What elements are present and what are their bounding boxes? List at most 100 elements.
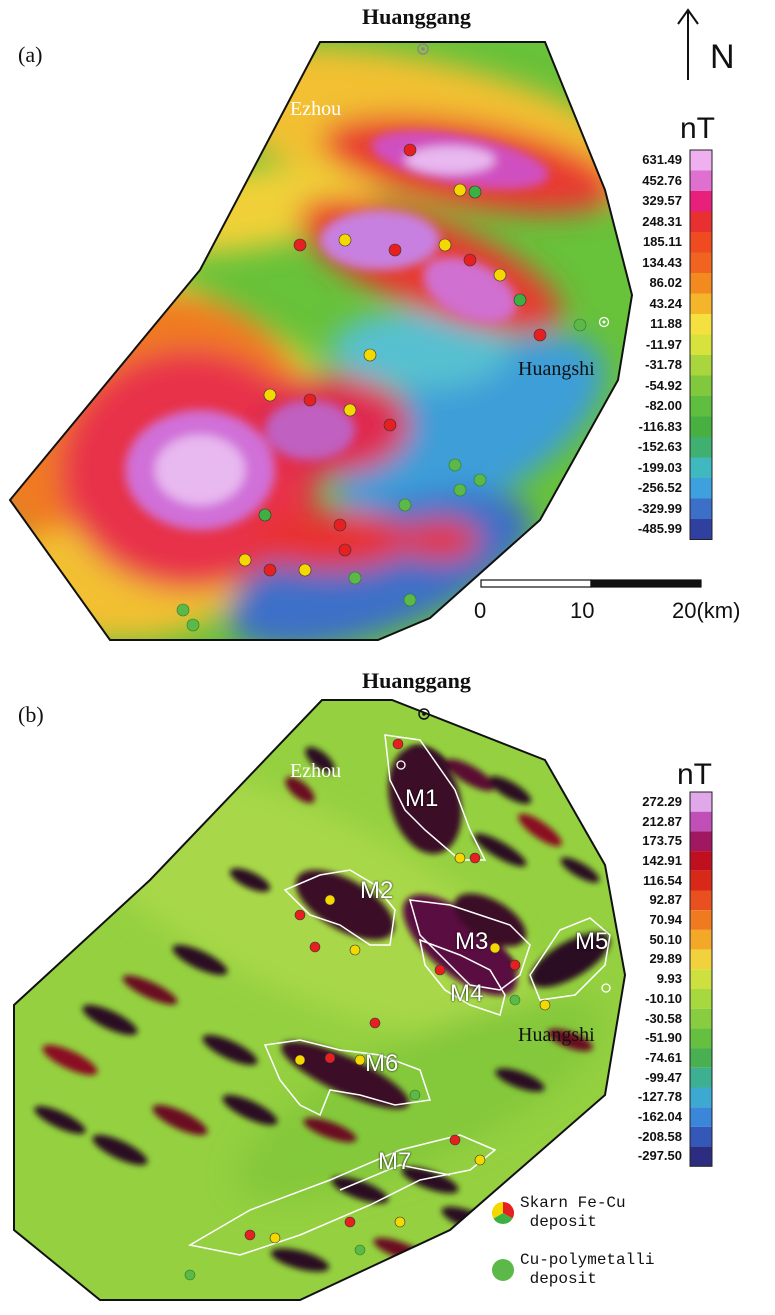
- colorbar-cell: [690, 519, 712, 540]
- zone-label-m5: M5: [575, 928, 609, 955]
- colorbar-cell: [690, 870, 712, 891]
- colorbar-cell: [690, 416, 712, 437]
- colorbar-cell: [690, 1087, 712, 1108]
- north-label: N: [710, 38, 735, 76]
- colorbar-cell: [690, 478, 712, 499]
- colorbar-tick-label: 29.89: [649, 951, 682, 967]
- colorbar-tick-label: 142.91: [642, 852, 682, 868]
- colorbar-cell: [690, 1048, 712, 1068]
- panel-a-colorbar: [689, 149, 713, 540]
- colorbar-tick-label: -116.83: [638, 418, 682, 434]
- colorbar-cell: [690, 191, 712, 212]
- colorbar-tick-label: 452.76: [642, 172, 682, 188]
- colorbar-tick-label: 70.94: [649, 912, 682, 928]
- colorbar-cell: [690, 989, 712, 1009]
- legend-item-skarn-fe-cu: Skarn Fe-Cu deposit: [520, 1194, 626, 1231]
- city-label-ezhou-b: Ezhou: [290, 760, 342, 782]
- colorbar-tick-label: -54.92: [645, 377, 682, 393]
- colorbar-tick-label: -199.03: [637, 459, 682, 475]
- colorbar-tick-label: 329.57: [642, 193, 682, 209]
- skarn-fe-cu-deposit-icon: [491, 1202, 515, 1225]
- city-label-huanggang-a: Huanggang: [362, 4, 471, 29]
- colorbar-tick-label: -51.90: [645, 1030, 682, 1046]
- colorbar-tick-label: -30.58: [645, 1010, 682, 1026]
- panel-a-boundary: [8, 41, 634, 641]
- colorbar-tick-label: -485.99: [637, 521, 682, 537]
- colorbar-tick-label: -99.47: [645, 1069, 682, 1085]
- colorbar-tick-label: -10.10: [645, 990, 682, 1006]
- colorbar-cell: [690, 396, 712, 417]
- colorbar-cell: [690, 929, 712, 950]
- colorbar-tick-label: -297.50: [637, 1148, 682, 1164]
- colorbar-tick-label: 92.87: [649, 892, 682, 908]
- colorbar-cell: [690, 232, 712, 253]
- colorbar-cell: [690, 355, 712, 376]
- city-label-huanggang-b: Huanggang: [362, 668, 471, 693]
- colorbar-tick-label: 86.02: [649, 275, 682, 291]
- skarn-deposit-cluster: [238, 143, 547, 577]
- colorbar-tick-label: 134.43: [642, 254, 682, 270]
- city-symbol-icon: [598, 316, 610, 328]
- colorbar-cell: [690, 851, 712, 871]
- colorbar-tick-label: -74.61: [645, 1049, 682, 1065]
- colorbar-tick-label: -11.97: [645, 336, 682, 352]
- cu-polymetallic-deposit-cluster: [176, 318, 587, 632]
- colorbar-cell: [690, 811, 712, 832]
- colorbar-tick-label: -162.04: [637, 1109, 682, 1125]
- colorbar-cell: [690, 1008, 712, 1029]
- zone-label-m7: M7: [378, 1148, 412, 1175]
- colorbar-cell: [690, 1146, 712, 1167]
- scale-label-20km: 20(km): [672, 598, 741, 623]
- colorbar-cell: [690, 170, 712, 191]
- panel-a-unit: nT: [680, 112, 716, 145]
- city-symbol-icon: [417, 43, 429, 55]
- scale-label-10: 10: [570, 598, 595, 623]
- colorbar-tick-label: 173.75: [642, 833, 682, 849]
- colorbar-tick-label: 212.87: [642, 813, 682, 829]
- colorbar-tick-label: 50.10: [649, 931, 682, 947]
- cu-polymetallic-deposit-icon: [492, 1259, 514, 1281]
- panel-b-boundary: [13, 699, 627, 1301]
- zone-label-m2: M2: [360, 877, 394, 904]
- colorbar-cell: [690, 498, 712, 519]
- colorbar-cell: [690, 910, 712, 930]
- city-symbol-icon: [418, 708, 430, 720]
- colorbar-cell: [690, 890, 712, 911]
- colorbar-cell: [690, 375, 712, 396]
- colorbar-tick-label: 43.24: [649, 295, 682, 311]
- city-label-huangshi-a: Huangshi: [518, 358, 595, 380]
- colorbar-tick-label: 248.31: [642, 213, 682, 229]
- panel-b-label: (b): [18, 702, 44, 727]
- scale-bar: [480, 579, 702, 588]
- colorbar-cell: [690, 1107, 712, 1127]
- city-label-ezhou-a: Ezhou: [290, 98, 342, 120]
- colorbar-cell: [690, 831, 712, 852]
- colorbar-tick-label: -256.52: [637, 480, 682, 496]
- zone-label-m4: M4: [450, 980, 484, 1007]
- panel-b-deposits: [184, 738, 551, 1281]
- colorbar-tick-label: 185.11: [642, 234, 682, 250]
- colorbar-tick-label: -31.78: [645, 357, 682, 373]
- colorbar-cell: [690, 437, 712, 458]
- colorbar-tick-label: 631.49: [642, 152, 682, 168]
- panel-a-deposits: [176, 143, 587, 632]
- legend-item-cu-polymetallic: Cu-polymetalli deposit: [520, 1251, 655, 1288]
- colorbar-cell: [690, 211, 712, 232]
- zone-label-m6: M6: [365, 1050, 399, 1077]
- colorbar-cell: [690, 334, 712, 355]
- city-symbol-icon: [396, 760, 406, 770]
- colorbar-tick-label: 9.93: [656, 971, 682, 987]
- panel-a-label: (a): [18, 42, 43, 67]
- colorbar-cell: [690, 273, 712, 294]
- colorbar-tick-label: -82.00: [645, 398, 682, 414]
- colorbar-cell: [690, 792, 712, 812]
- city-label-huangshi-b: Huangshi: [518, 1024, 595, 1046]
- colorbar-cell: [690, 293, 712, 314]
- colorbar-tick-label: -329.99: [637, 500, 682, 516]
- colorbar-cell: [690, 457, 712, 478]
- colorbar-cell: [690, 314, 712, 335]
- colorbar-tick-label: 116.54: [642, 872, 682, 888]
- city-symbol-icon: [601, 983, 611, 993]
- zone-label-m1: M1: [405, 785, 439, 812]
- panel-b-unit: nT: [677, 758, 713, 791]
